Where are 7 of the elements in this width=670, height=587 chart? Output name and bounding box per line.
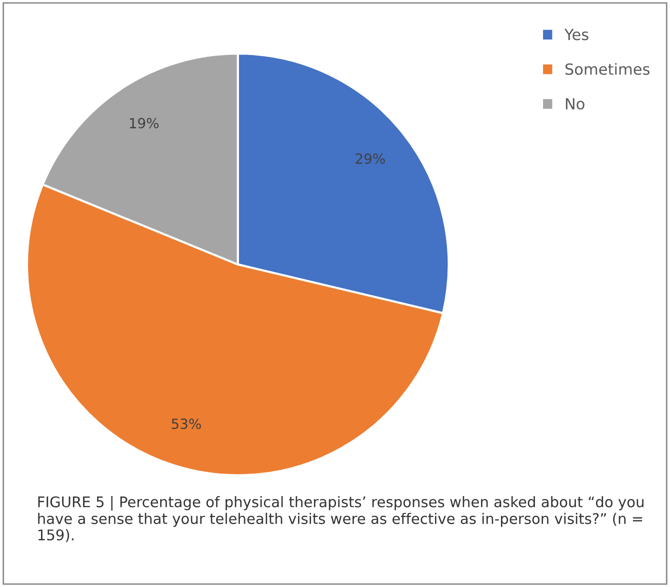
legend-label: Yes	[564, 28, 588, 40]
data-label: 19%	[130, 118, 159, 128]
legend-label: Sometimes	[565, 63, 650, 75]
data-label: 53%	[172, 418, 201, 430]
legend-label: No	[566, 98, 584, 110]
data-label: 29%	[356, 153, 385, 164]
caption: FIGURE 5 | Percentage of physical therapists’ responses when asked about “do you have a sense that your telehealth visits were as effective as in-person visits?” (n = 159).	[38, 496, 644, 542]
